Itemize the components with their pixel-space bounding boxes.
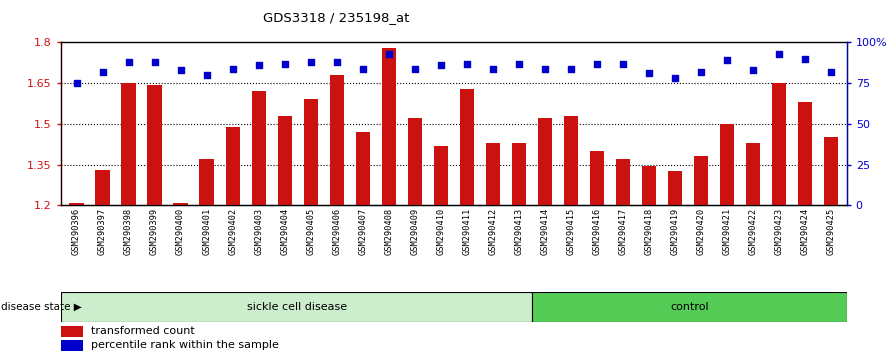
Point xyxy=(356,66,370,72)
Point xyxy=(642,70,656,76)
Bar xyxy=(590,151,604,205)
Bar xyxy=(642,166,656,205)
Bar xyxy=(95,170,109,205)
Bar xyxy=(824,137,839,205)
Point xyxy=(278,61,292,67)
Point xyxy=(148,59,162,65)
Bar xyxy=(304,99,318,205)
Point xyxy=(226,66,240,72)
Bar xyxy=(122,83,135,205)
Point xyxy=(408,66,422,72)
Bar xyxy=(330,75,344,205)
Bar xyxy=(61,326,82,337)
Bar xyxy=(694,156,708,205)
Point xyxy=(304,59,318,65)
Bar xyxy=(564,116,578,205)
Bar xyxy=(772,83,786,205)
Bar xyxy=(798,102,813,205)
Bar xyxy=(460,88,474,205)
Point xyxy=(538,66,552,72)
Text: GDS3318 / 235198_at: GDS3318 / 235198_at xyxy=(263,11,409,24)
Point xyxy=(330,59,344,65)
Bar xyxy=(745,143,760,205)
Point xyxy=(95,69,109,75)
Point xyxy=(798,56,813,62)
Bar xyxy=(668,171,682,205)
Text: percentile rank within the sample: percentile rank within the sample xyxy=(91,341,279,350)
Point xyxy=(824,69,839,75)
Bar xyxy=(719,124,734,205)
Point xyxy=(564,66,578,72)
Point xyxy=(694,69,708,75)
Bar xyxy=(252,91,266,205)
Bar xyxy=(148,85,162,205)
Text: control: control xyxy=(670,302,709,312)
Bar xyxy=(200,159,214,205)
Point xyxy=(512,61,526,67)
Text: disease state ▶: disease state ▶ xyxy=(1,302,82,312)
Bar xyxy=(61,340,82,351)
Point xyxy=(200,72,214,78)
Point xyxy=(771,51,786,57)
Point xyxy=(174,67,188,73)
Bar xyxy=(356,132,370,205)
Bar xyxy=(616,159,630,205)
Point xyxy=(434,62,448,68)
Text: sickle cell disease: sickle cell disease xyxy=(246,302,347,312)
Point xyxy=(122,59,136,65)
Bar xyxy=(278,116,292,205)
Point xyxy=(252,62,266,68)
Bar xyxy=(174,202,188,205)
Point xyxy=(719,58,734,63)
Point xyxy=(745,67,760,73)
Point xyxy=(460,61,474,67)
Point xyxy=(590,61,604,67)
Bar xyxy=(486,143,500,205)
Text: transformed count: transformed count xyxy=(91,326,195,336)
Point xyxy=(382,51,396,57)
Bar xyxy=(532,292,847,322)
Bar xyxy=(408,119,422,205)
Bar xyxy=(434,145,448,205)
Bar xyxy=(382,48,396,205)
Bar xyxy=(512,143,526,205)
Point xyxy=(486,66,500,72)
Point xyxy=(69,80,83,86)
Bar xyxy=(69,202,83,205)
Point xyxy=(616,61,630,67)
Bar xyxy=(226,127,240,205)
Bar xyxy=(538,119,552,205)
Point xyxy=(668,75,682,81)
Bar xyxy=(61,292,532,322)
